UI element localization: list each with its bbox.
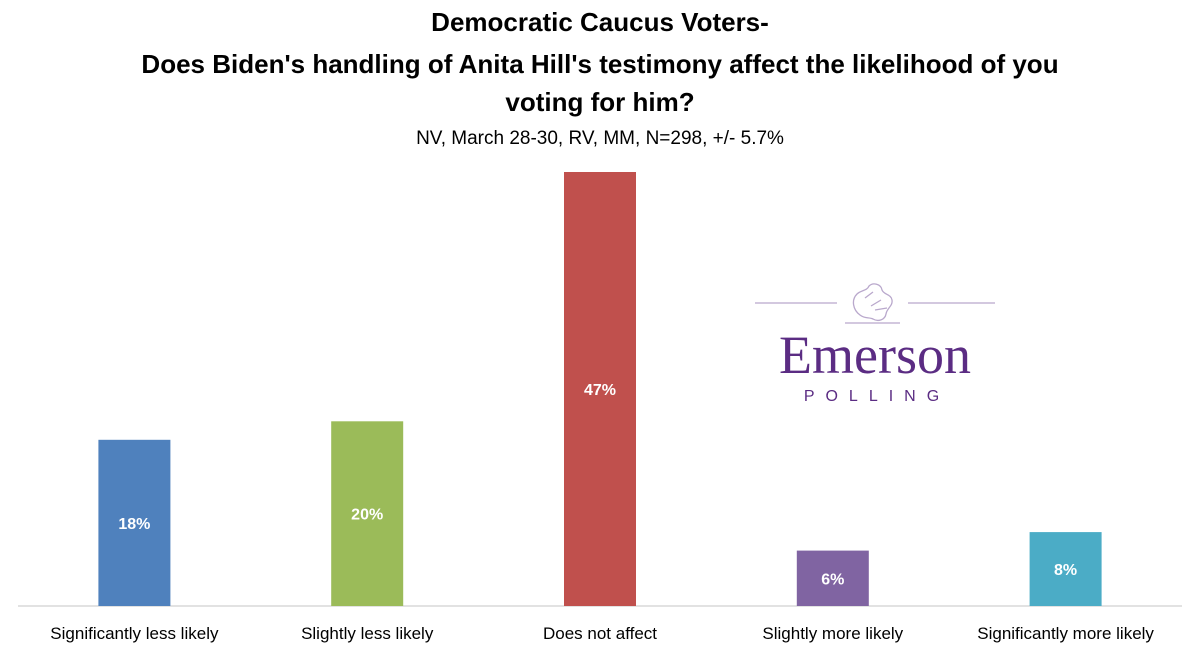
bar-4 bbox=[796, 550, 869, 606]
category-label-2: Slightly less likely bbox=[301, 624, 434, 643]
bar-value-label-2: 20% bbox=[351, 507, 383, 524]
category-label-5: Significantly more likely bbox=[977, 624, 1154, 643]
category-label-1: Significantly less likely bbox=[50, 624, 219, 643]
bar-5 bbox=[1029, 532, 1102, 606]
category-label-4: Slightly more likely bbox=[762, 624, 903, 643]
chart-subtitle: NV, March 28-30, RV, MM, N=298, +/- 5.7% bbox=[416, 128, 784, 149]
bar-value-label-1: 18% bbox=[118, 516, 150, 533]
bar-2 bbox=[331, 421, 404, 606]
bar-1 bbox=[98, 439, 171, 606]
bar-value-label-4: 6% bbox=[821, 571, 844, 588]
bar-labels-group: 18% 20% 47% 6% 8% bbox=[118, 382, 1077, 588]
bar-value-label-3: 47% bbox=[584, 382, 616, 399]
bars-group bbox=[98, 172, 1102, 606]
category-labels-group: Significantly less likely Slightly less l… bbox=[50, 624, 1154, 643]
emerson-polling-logo: Emerson POLLING bbox=[755, 283, 995, 405]
bar-value-label-5: 8% bbox=[1054, 562, 1077, 579]
logo-lion-crest-icon bbox=[755, 283, 995, 324]
category-label-3: Does not affect bbox=[543, 624, 657, 643]
chart-title-line-2: Does Biden's handling of Anita Hill's te… bbox=[141, 49, 1059, 79]
chart-title-line-3: voting for him? bbox=[505, 87, 695, 117]
logo-name: Emerson bbox=[779, 325, 971, 385]
chart-title-line-1: Democratic Caucus Voters- bbox=[431, 7, 769, 37]
logo-tagline: POLLING bbox=[804, 388, 950, 405]
bar-3 bbox=[564, 172, 636, 606]
